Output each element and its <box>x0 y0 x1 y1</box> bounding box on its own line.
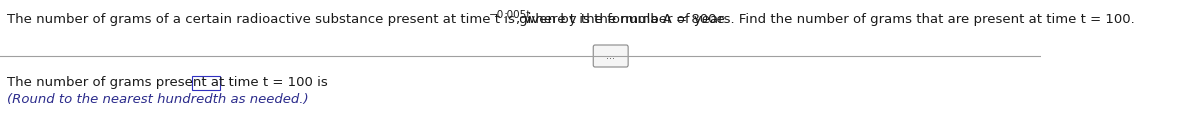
Text: −0.005t: −0.005t <box>489 10 531 20</box>
Text: ...: ... <box>606 51 616 61</box>
FancyBboxPatch shape <box>593 45 629 67</box>
Text: .: . <box>222 76 225 89</box>
Text: (Round to the nearest hundredth as needed.): (Round to the nearest hundredth as neede… <box>7 93 309 106</box>
Text: , where t is the number of years. Find the number of grams that are present at t: , where t is the number of years. Find t… <box>515 13 1135 26</box>
Text: The number of grams of a certain radioactive substance present at time t is give: The number of grams of a certain radioac… <box>7 13 724 26</box>
FancyBboxPatch shape <box>192 76 220 90</box>
Text: The number of grams present at time t = 100 is: The number of grams present at time t = … <box>7 76 332 89</box>
